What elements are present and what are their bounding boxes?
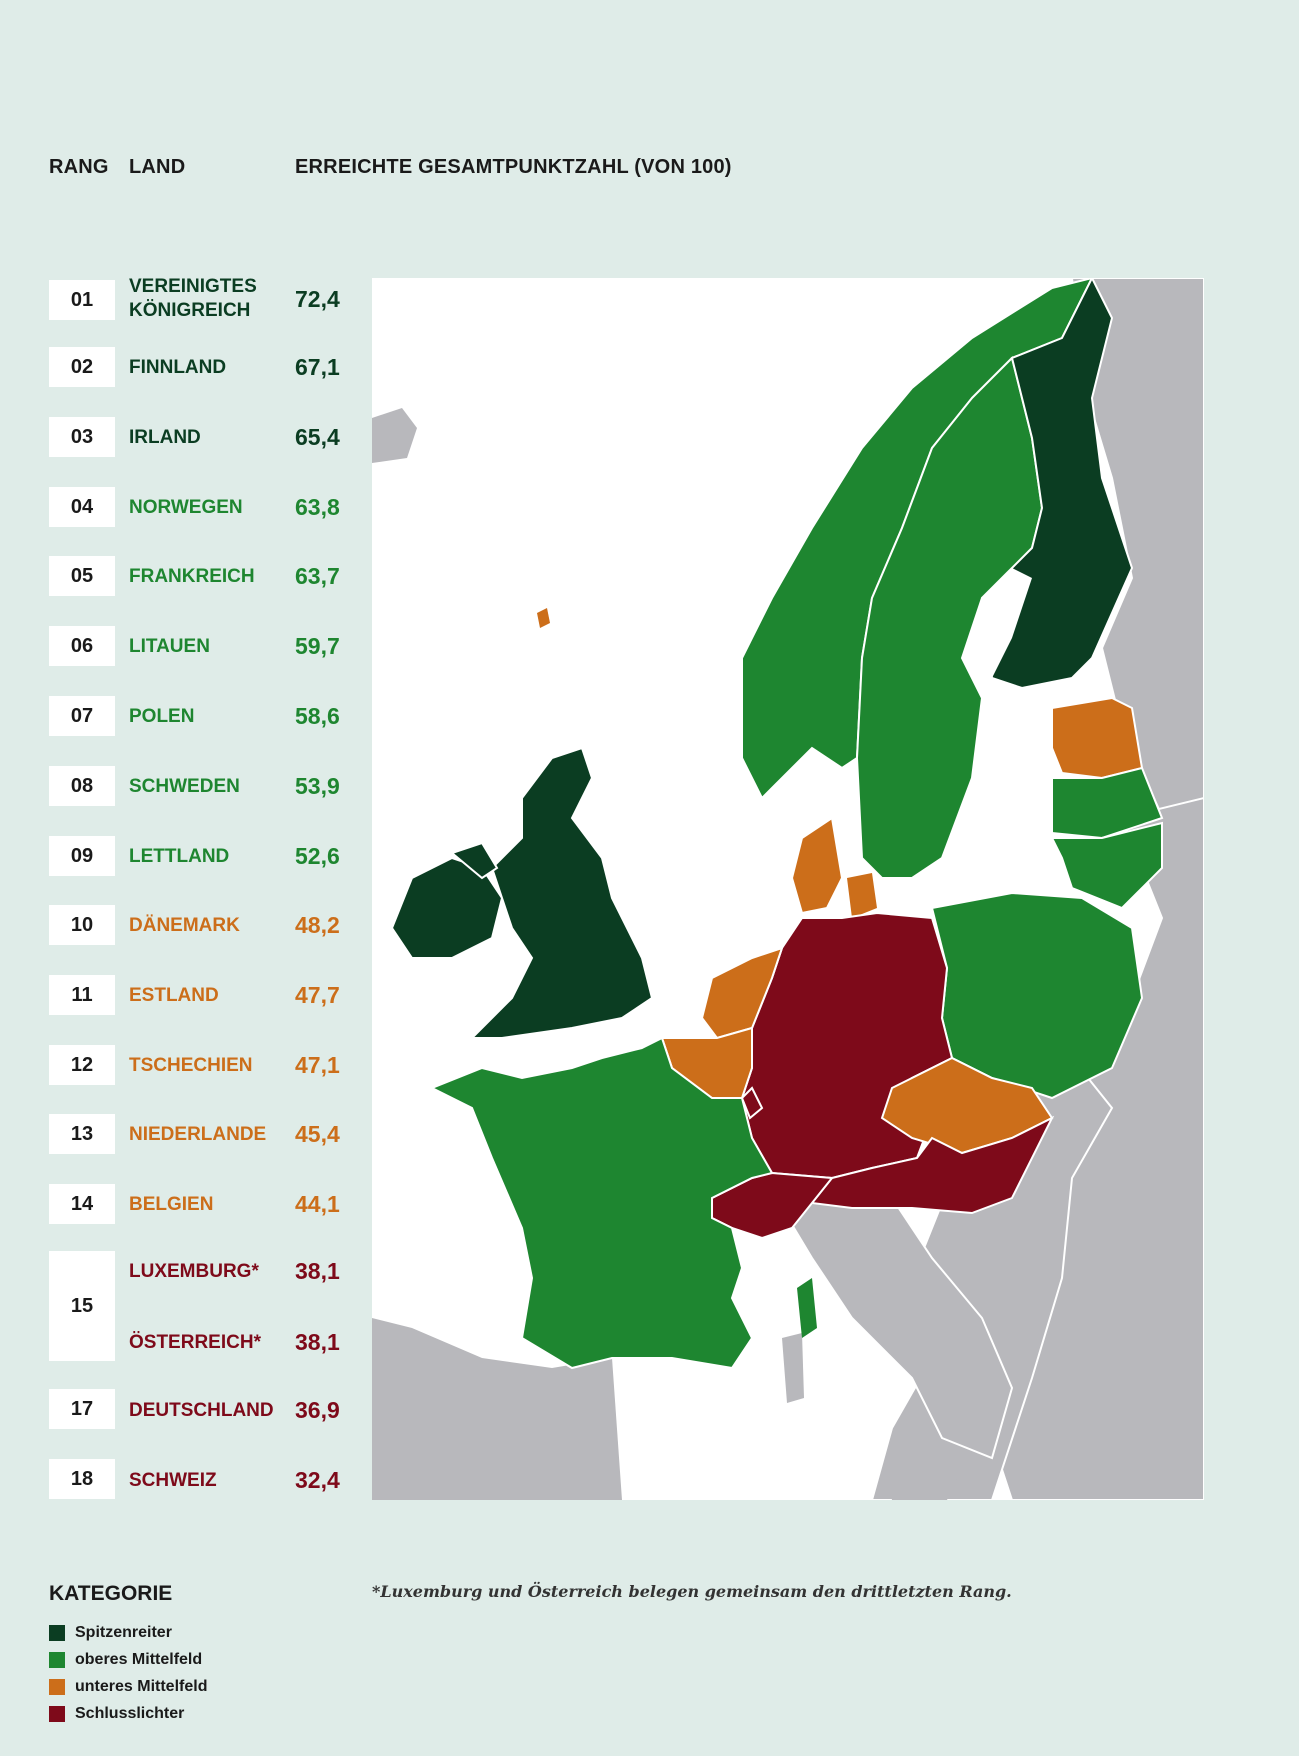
- footnote: *Luxemburg und Österreich belegen gemein…: [372, 1582, 1012, 1601]
- country-latvia: [1051, 766, 1164, 840]
- country-name-line2: KÖNIGREICH: [129, 300, 251, 321]
- country-name: POLEN: [129, 706, 195, 727]
- country-france-corsica: [797, 1278, 817, 1338]
- rank-badge: 02: [49, 347, 115, 387]
- country-name: NIEDERLANDE: [129, 1124, 267, 1145]
- country-name: ESTLAND: [129, 985, 219, 1006]
- country-name: VEREINIGTES KÖNIGREICH: [129, 275, 257, 323]
- country-name: SCHWEDEN: [129, 776, 240, 797]
- header-score: ERREICHTE GESAMTPUNKTZAHL (VON 100): [295, 156, 732, 178]
- header-country: LAND: [129, 156, 186, 178]
- country-name: DEUTSCHLAND: [129, 1400, 274, 1421]
- score-value: 38,1: [295, 1329, 340, 1355]
- rank-badge: 08: [49, 766, 115, 806]
- score-value: 38,1: [295, 1258, 340, 1284]
- country-name: SCHWEIZ: [129, 1470, 217, 1491]
- country-netherlands: [700, 946, 784, 1040]
- rank-badge: 15: [49, 1251, 115, 1361]
- legend-label: Spitzenreiter: [75, 1624, 172, 1641]
- country-name: NORWEGEN: [129, 497, 243, 518]
- score-value: 32,4: [295, 1467, 340, 1493]
- land-sardinia: [782, 1333, 804, 1403]
- score-value: 36,9: [295, 1397, 340, 1423]
- country-denmark-faroe: [537, 608, 550, 628]
- rank-badge: 07: [49, 696, 115, 736]
- country-estonia: [1051, 696, 1144, 780]
- country-name: LETTLAND: [129, 846, 230, 867]
- score-value: 72,4: [295, 286, 340, 312]
- country-name: LITAUEN: [129, 636, 210, 657]
- legend-label: unteres Mittelfeld: [75, 1678, 208, 1695]
- country-name: DÄNEMARK: [129, 915, 240, 936]
- rank-badge: 10: [49, 905, 115, 945]
- land-iberia: [372, 1318, 622, 1500]
- legend-swatch: [49, 1706, 65, 1722]
- country-united-kingdom-ni: [449, 841, 499, 880]
- rank-badge: 12: [49, 1045, 115, 1085]
- rank-badge: 11: [49, 975, 115, 1015]
- country-name-line1: VEREINIGTES: [129, 276, 257, 297]
- country-name: ÖSTERREICH*: [129, 1332, 261, 1353]
- legend-item-spitzenreiter: Spitzenreiter: [49, 1624, 172, 1642]
- rank-badge: 03: [49, 417, 115, 457]
- rank-badge: 13: [49, 1114, 115, 1154]
- rank-badge: 04: [49, 487, 115, 527]
- score-value: 44,1: [295, 1191, 340, 1217]
- score-value: 53,9: [295, 773, 340, 799]
- header-rank: RANG: [49, 156, 109, 178]
- score-value: 48,2: [295, 912, 340, 938]
- country-name: IRLAND: [129, 427, 201, 448]
- gulf-of-bothnia: [982, 568, 1032, 698]
- score-value: 52,6: [295, 843, 340, 869]
- legend-swatch: [49, 1679, 65, 1695]
- legend-title: KATEGORIE: [49, 1582, 173, 1605]
- score-value: 63,8: [295, 494, 340, 520]
- country-lithuania: [1050, 821, 1163, 910]
- legend-swatch: [49, 1625, 65, 1641]
- rank-badge: 14: [49, 1184, 115, 1224]
- legend-label: oberes Mittelfeld: [75, 1651, 203, 1668]
- rank-badge: 01: [49, 280, 115, 320]
- rank-badge: 18: [49, 1459, 115, 1499]
- score-value: 67,1: [295, 354, 340, 380]
- country-united-kingdom: [469, 746, 654, 1039]
- country-name: BELGIEN: [129, 1194, 214, 1215]
- rank-badge: 05: [49, 556, 115, 596]
- rank-badge: 09: [49, 836, 115, 876]
- score-value: 65,4: [295, 424, 340, 450]
- score-value: 59,7: [295, 633, 340, 659]
- rank-badge: 06: [49, 626, 115, 666]
- legend-item-schlusslichter: Schlusslichter: [49, 1705, 184, 1723]
- country-denmark: [790, 816, 844, 915]
- country-name: LUXEMBURG*: [129, 1261, 259, 1282]
- legend-item-oberes-mittelfeld: oberes Mittelfeld: [49, 1651, 202, 1669]
- country-france: [429, 1036, 774, 1370]
- country-denmark-islands: [847, 873, 877, 918]
- legend-swatch: [49, 1652, 65, 1668]
- europe-map: [372, 278, 1204, 1500]
- country-luxembourg: [740, 1086, 764, 1120]
- legend-label: Schlusslichter: [75, 1705, 185, 1722]
- score-value: 63,7: [295, 563, 340, 589]
- legend-item-unteres-mittelfeld: unteres Mittelfeld: [49, 1678, 207, 1696]
- score-value: 45,4: [295, 1121, 340, 1147]
- country-name: FINNLAND: [129, 357, 227, 378]
- rank-badge: 17: [49, 1389, 115, 1429]
- score-value: 47,1: [295, 1052, 340, 1078]
- score-value: 58,6: [295, 703, 340, 729]
- score-value: 47,7: [295, 982, 340, 1008]
- land-sicily: [887, 1468, 962, 1500]
- country-name: TSCHECHIEN: [129, 1055, 253, 1076]
- land-iceland: [372, 408, 417, 463]
- country-name: FRANKREICH: [129, 566, 255, 587]
